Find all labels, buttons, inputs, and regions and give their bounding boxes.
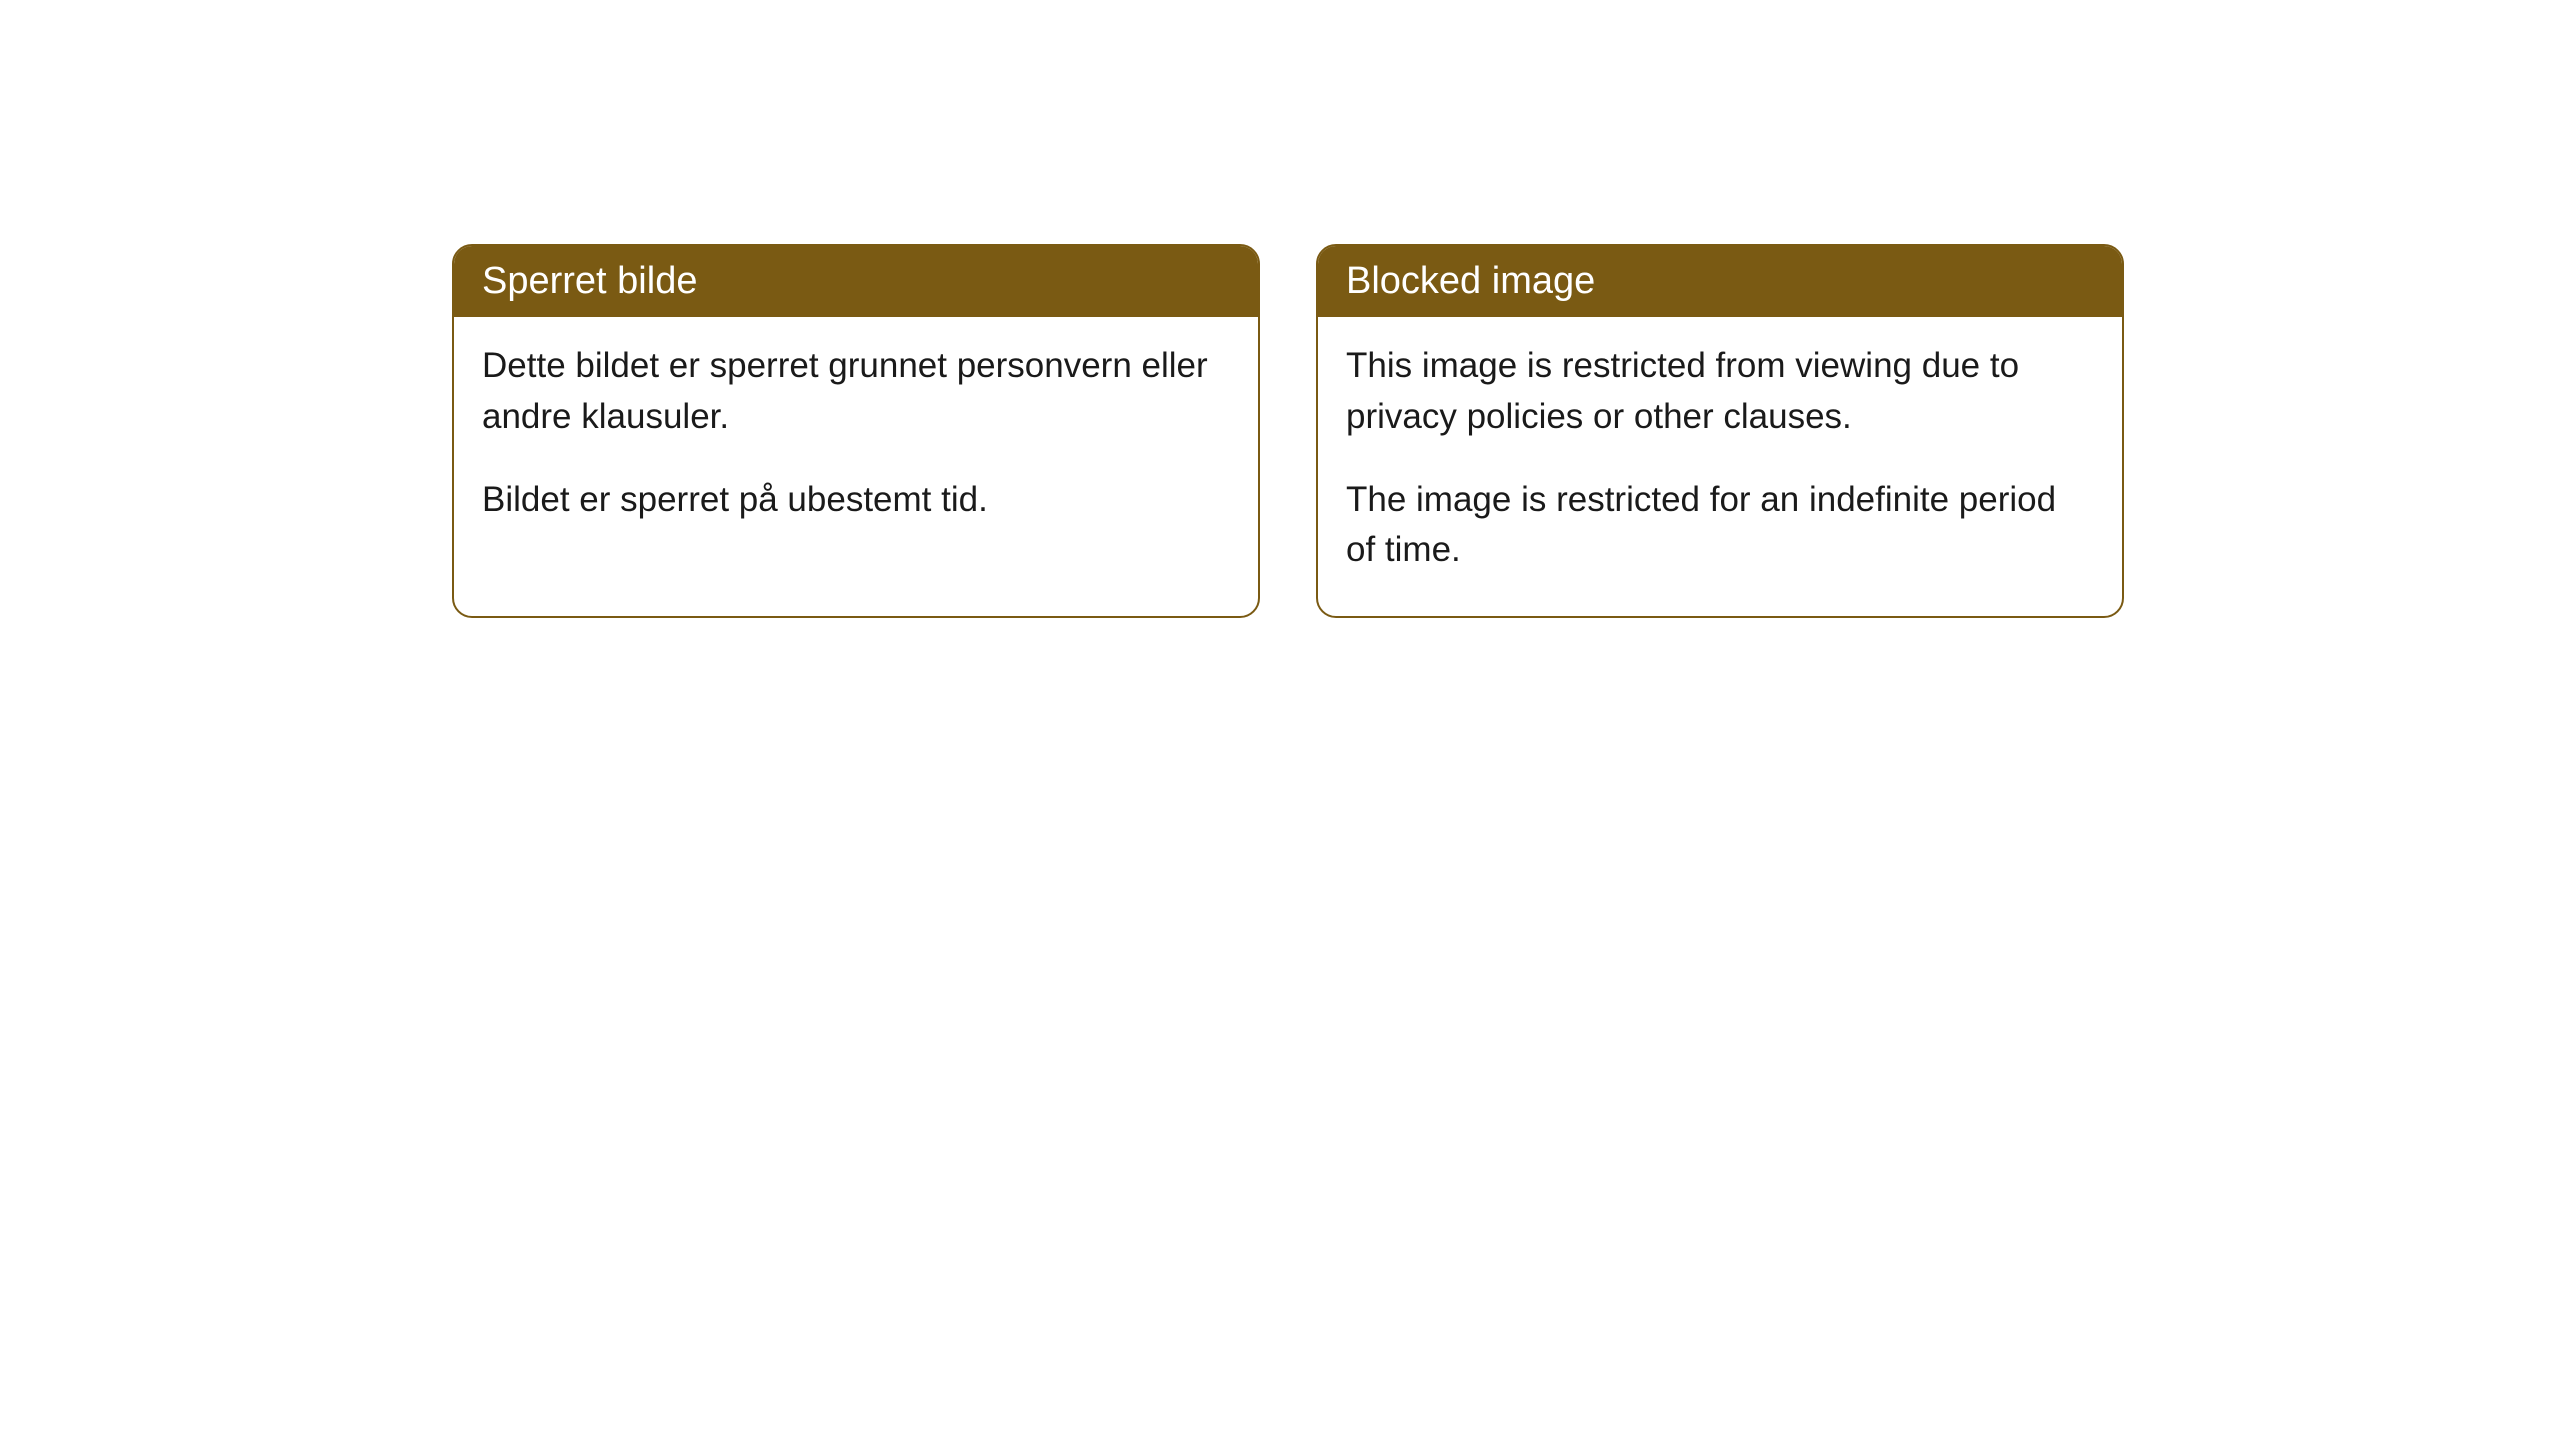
card-header-english: Blocked image: [1318, 246, 2122, 317]
blocked-image-card-norwegian: Sperret bilde Dette bildet er sperret gr…: [452, 244, 1260, 618]
card-title-english: Blocked image: [1346, 260, 1595, 302]
card-paragraph-2-norwegian: Bildet er sperret på ubestemt tid.: [482, 475, 1230, 526]
card-paragraph-1-norwegian: Dette bildet er sperret grunnet personve…: [482, 341, 1230, 443]
cards-container: Sperret bilde Dette bildet er sperret gr…: [452, 244, 2124, 618]
card-body-norwegian: Dette bildet er sperret grunnet personve…: [454, 317, 1258, 565]
card-body-english: This image is restricted from viewing du…: [1318, 317, 2122, 616]
card-paragraph-2-english: The image is restricted for an indefinit…: [1346, 475, 2094, 577]
blocked-image-card-english: Blocked image This image is restricted f…: [1316, 244, 2124, 618]
card-header-norwegian: Sperret bilde: [454, 246, 1258, 317]
card-paragraph-1-english: This image is restricted from viewing du…: [1346, 341, 2094, 443]
card-title-norwegian: Sperret bilde: [482, 260, 697, 302]
